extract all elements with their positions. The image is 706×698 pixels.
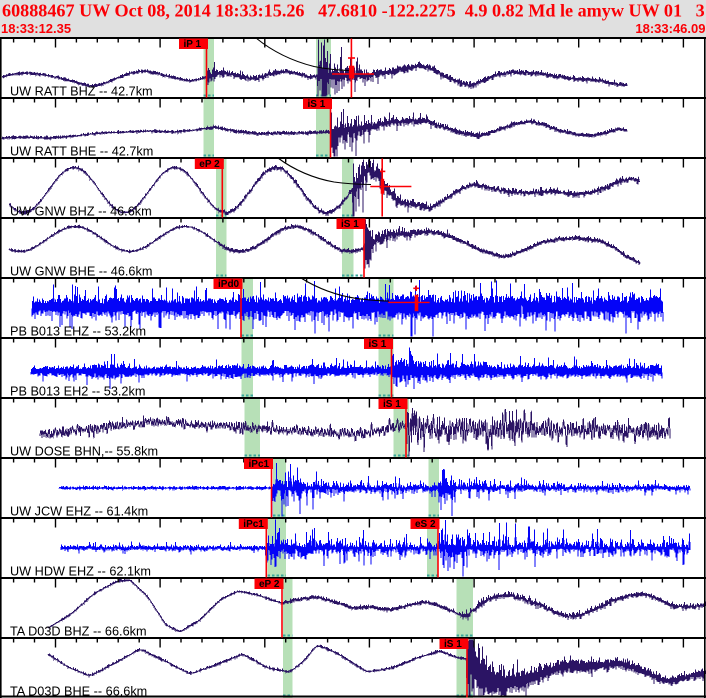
svg-text:18:33:46.09: 18:33:46.09 bbox=[635, 21, 705, 36]
svg-text:UW GNW BHZ -- 46.6km: UW GNW BHZ -- 46.6km bbox=[10, 205, 152, 219]
svg-text:60888467 UW Oct 08, 2014 18:33: 60888467 UW Oct 08, 2014 18:33:15.26 47.… bbox=[2, 1, 705, 21]
svg-text:iPc1: iPc1 bbox=[249, 459, 270, 470]
svg-text:UW RATT BHE -- 42.7km: UW RATT BHE -- 42.7km bbox=[10, 145, 153, 159]
svg-text:iPd0: iPd0 bbox=[218, 279, 240, 290]
svg-text:UW JCW EHZ -- 61.4km: UW JCW EHZ -- 61.4km bbox=[10, 505, 148, 519]
svg-text:18:33:12.35: 18:33:12.35 bbox=[1, 21, 71, 36]
svg-text:PB B013 EH2 -- 53.2km: PB B013 EH2 -- 53.2km bbox=[10, 385, 145, 399]
svg-text:UW RATT BHZ -- 42.7km: UW RATT BHZ -- 42.7km bbox=[10, 85, 153, 99]
svg-text:iS 1: iS 1 bbox=[341, 219, 359, 230]
svg-text:UW GNW BHE -- 46.6km: UW GNW BHE -- 46.6km bbox=[10, 265, 152, 279]
svg-text:TA D03D BHE -- 66.6km: TA D03D BHE -- 66.6km bbox=[10, 685, 147, 698]
svg-text:eS 2: eS 2 bbox=[415, 519, 436, 530]
svg-text:iS 1: iS 1 bbox=[444, 639, 462, 650]
svg-text:PB B013 EHZ -- 53.2km: PB B013 EHZ -- 53.2km bbox=[10, 325, 146, 339]
svg-text:iS 1: iS 1 bbox=[369, 339, 387, 350]
svg-text:UW HDW EHZ -- 62.1km: UW HDW EHZ -- 62.1km bbox=[10, 565, 151, 579]
svg-text:TA D03D BHZ -- 66.6km: TA D03D BHZ -- 66.6km bbox=[10, 625, 147, 639]
svg-text:iS 1: iS 1 bbox=[308, 99, 326, 110]
svg-text:eP 2: eP 2 bbox=[199, 159, 220, 170]
svg-text:iPc1: iPc1 bbox=[243, 519, 264, 530]
svg-text:iP 1: iP 1 bbox=[184, 39, 202, 50]
svg-text:eP 2: eP 2 bbox=[259, 579, 280, 590]
svg-text:iS 1: iS 1 bbox=[383, 399, 401, 410]
svg-text:UW DOSE BHN,-- 55.8km: UW DOSE BHN,-- 55.8km bbox=[10, 445, 158, 459]
